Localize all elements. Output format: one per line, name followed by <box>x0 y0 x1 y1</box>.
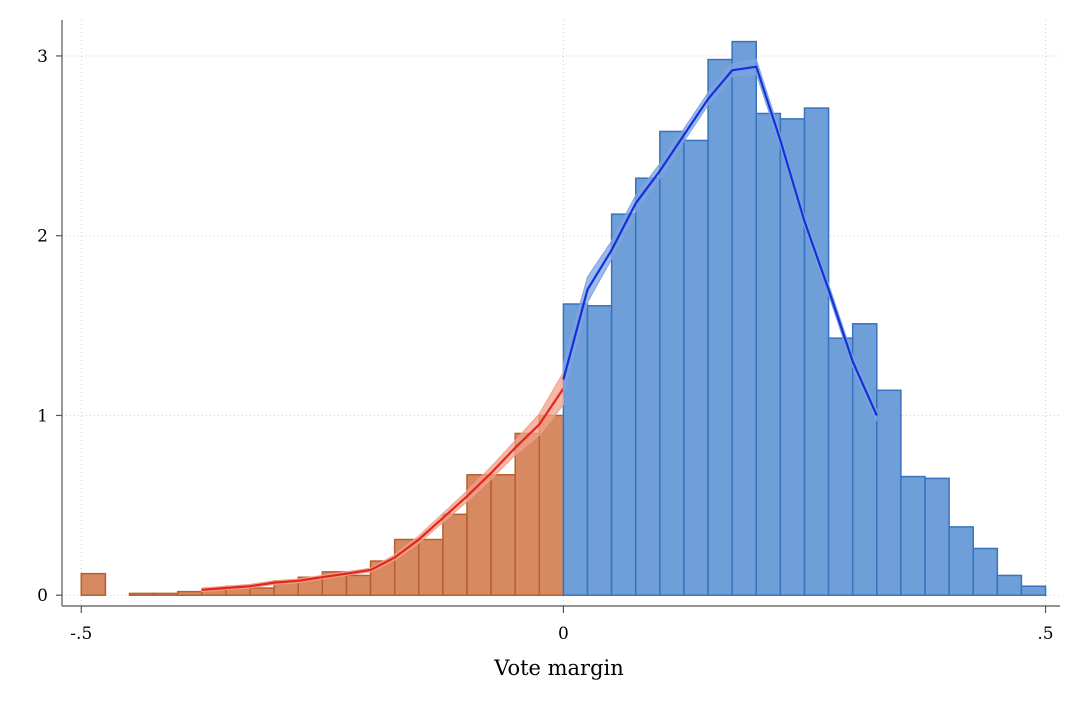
left-bar-18 <box>538 414 565 596</box>
left-bar-16 <box>490 474 516 596</box>
right-bar-11 <box>827 337 854 596</box>
left-bar-0 <box>80 572 107 596</box>
fit-layer <box>201 58 878 593</box>
ticks-layer: 0 1 2 3 -.5 0 .5 <box>37 47 1053 644</box>
right-bar-3 <box>634 177 661 596</box>
left-fit-band <box>201 370 564 593</box>
y-tick-label-1: 1 <box>37 406 48 426</box>
right-bar-13 <box>876 389 902 596</box>
left-bar-3 <box>176 590 203 596</box>
y-tick-label-0: 0 <box>37 586 48 606</box>
left-bar-6 <box>249 587 275 596</box>
right-bar-15 <box>924 477 950 596</box>
right-bar-10 <box>803 107 830 596</box>
right-bar-8 <box>755 112 782 596</box>
left-bar-2 <box>152 592 179 596</box>
right-fit-line <box>562 65 878 416</box>
right-bar-19 <box>1020 585 1047 596</box>
x-tick-label-0: -.5 <box>70 624 92 644</box>
left-fit-line <box>201 387 565 591</box>
right-bar-18 <box>996 574 1023 596</box>
right-bar-9 <box>779 118 806 596</box>
right-bar-4 <box>659 130 685 596</box>
x-axis-title: Vote margin <box>493 656 624 680</box>
left-bar-10 <box>345 574 372 596</box>
right-bar-17 <box>972 547 999 596</box>
right-bar-5 <box>683 139 709 596</box>
right-bar-1 <box>586 305 613 596</box>
x-tick-label-2: .5 <box>1037 624 1053 644</box>
right-bar-16 <box>948 526 974 596</box>
bars-layer <box>80 40 1047 596</box>
y-tick-label-2: 2 <box>37 227 48 247</box>
right-bar-2 <box>610 213 637 596</box>
left-bar-17 <box>514 432 541 596</box>
x-tick-label-1: 0 <box>558 624 569 644</box>
left-bar-13 <box>418 538 444 596</box>
left-bar-14 <box>442 513 468 596</box>
right-fit-band <box>562 58 878 422</box>
right-bar-14 <box>900 475 926 596</box>
left-bar-1 <box>128 592 155 596</box>
right-bar-7 <box>731 40 758 596</box>
axes-layer <box>61 20 1060 607</box>
y-tick-label-3: 3 <box>37 47 48 67</box>
right-bar-6 <box>707 58 733 596</box>
